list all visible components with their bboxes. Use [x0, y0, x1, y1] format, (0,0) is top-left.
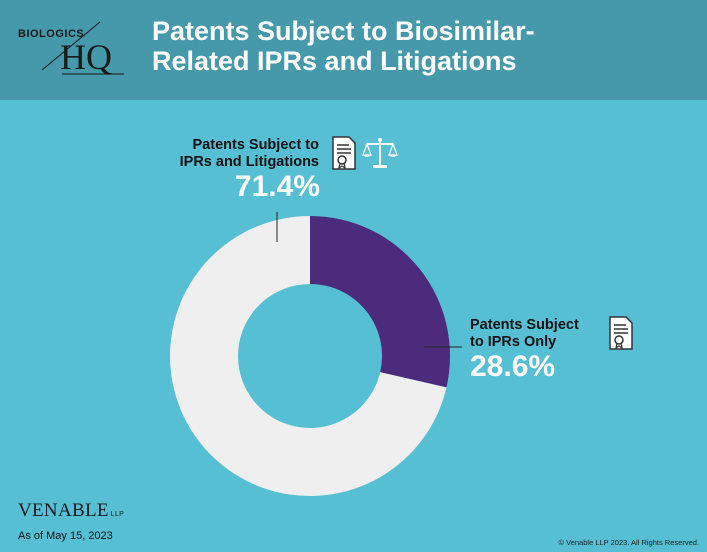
label-litigations-pct: 71.4%	[234, 170, 320, 203]
page-title: Patents Subject to Biosimilar- Related I…	[152, 16, 692, 76]
label-iprs-pct: 28.6%	[470, 350, 556, 383]
logo-slash-icon	[41, 21, 124, 75]
scales-icon	[362, 138, 398, 168]
title-line-1: Patents Subject to Biosimilar-	[152, 16, 535, 46]
certificate-icon	[332, 136, 356, 170]
donut-slice-iprs-and-litigations	[170, 216, 447, 496]
donut-chart	[170, 212, 462, 496]
venable-logo: VENABLE LLP	[18, 500, 124, 522]
venable-logo-suffix: LLP	[110, 511, 125, 518]
header-banner: BIOLOGICS HQ Patents Subject to Biosimil…	[0, 0, 707, 100]
label-litigations-name: Patents Subject to IPRs and Litigations	[150, 137, 319, 171]
label-iprs-line2: to IPRs Only	[470, 334, 557, 350]
label-litigations-line2: IPRs and Litigations	[179, 154, 319, 170]
logo-hq-text: HQ	[60, 37, 112, 77]
label-iprs-name: Patents Subject to IPRs Only	[470, 317, 579, 351]
label-iprs-line1: Patents Subject	[470, 317, 579, 333]
label-litigations-line1: Patents Subject to	[192, 137, 320, 153]
biologics-hq-logo: BIOLOGICS HQ	[0, 0, 140, 100]
venable-logo-text: VENABLE	[18, 500, 109, 521]
title-line-2: Related IPRs and Litigations	[152, 46, 517, 76]
as-of-date: As of May 15, 2023	[18, 530, 113, 542]
copyright-notice: © Venable LLP 2023. All Rights Reserved.	[558, 538, 699, 547]
logo-biologics-text: BIOLOGICS	[18, 28, 85, 40]
certificate-icon	[609, 316, 633, 350]
donut-slice-iprs-only	[310, 216, 451, 388]
